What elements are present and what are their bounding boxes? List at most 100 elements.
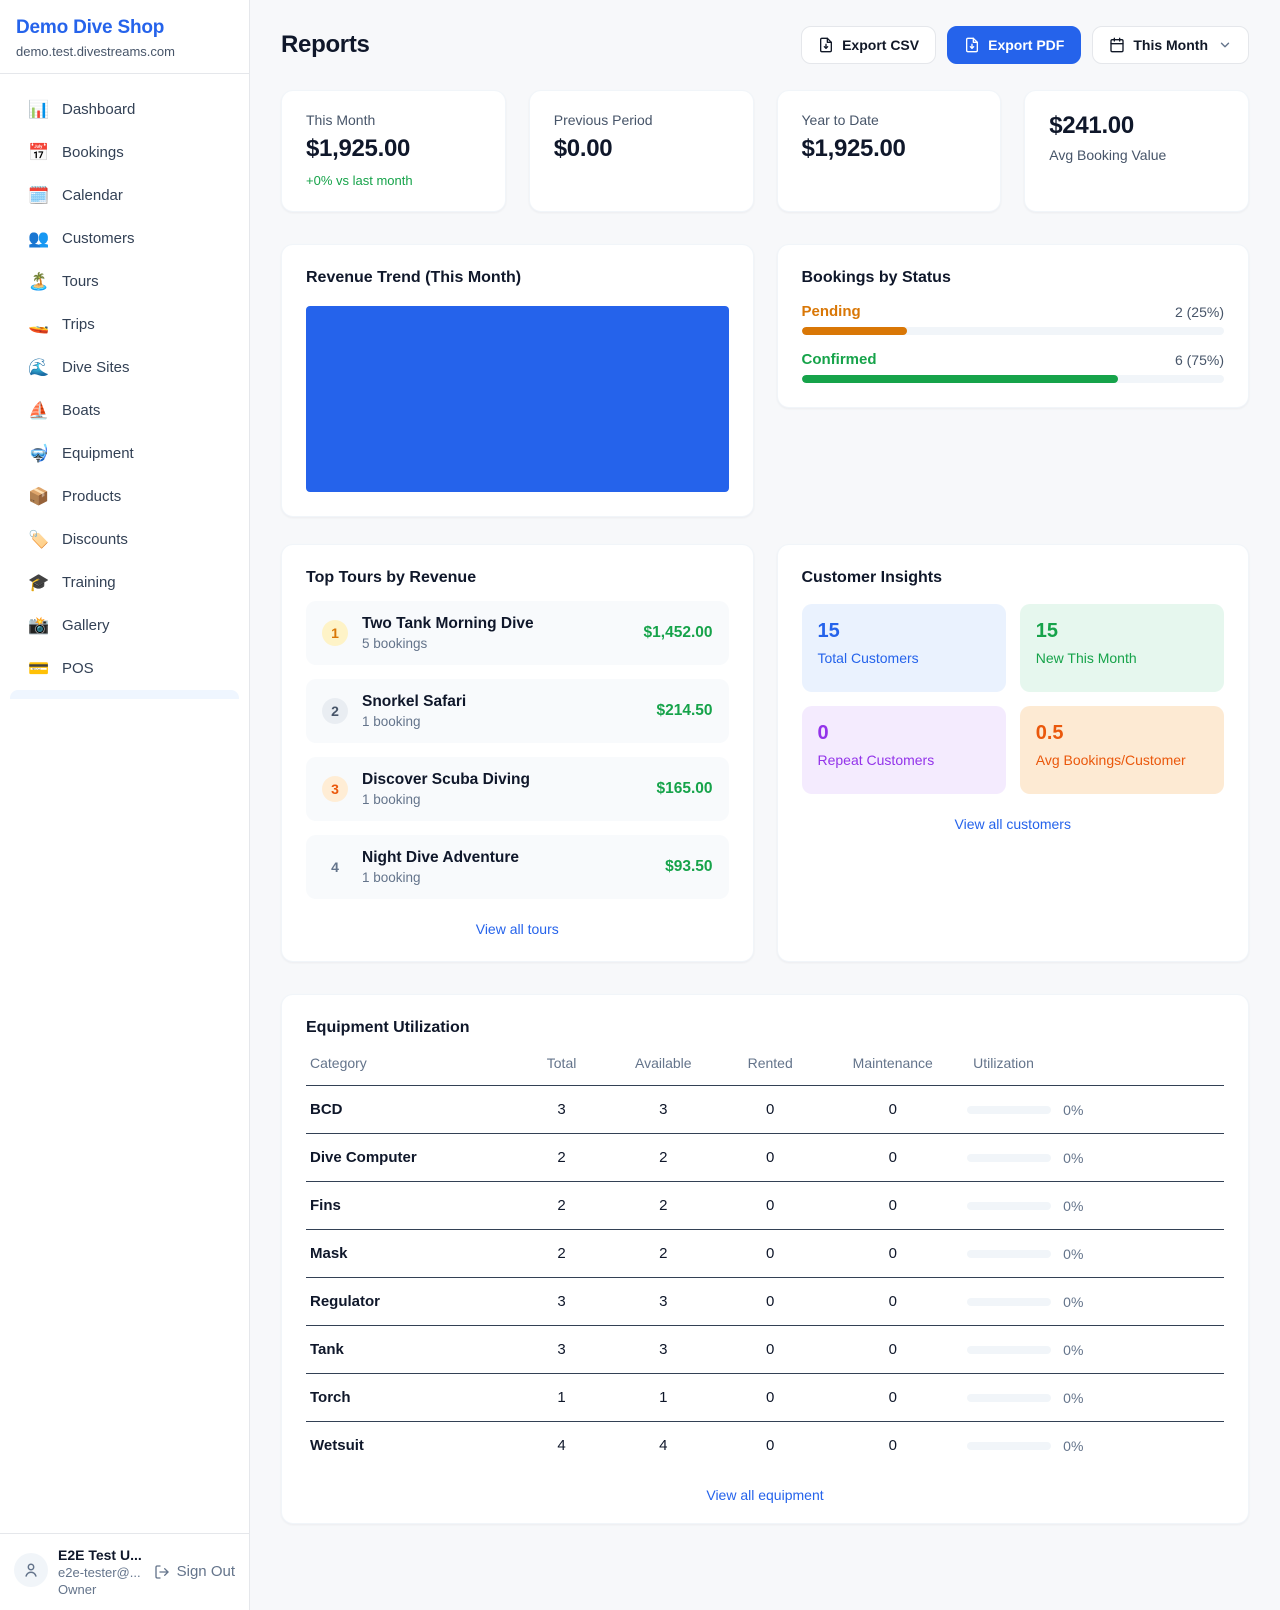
status-row-pending: Pending 2 (25%) — [801, 303, 1224, 335]
utilization-bar-track — [967, 1441, 1052, 1450]
sidebar-item-discounts[interactable]: 🏷️ Discounts — [8, 518, 241, 561]
page-header: Reports Export CSV Export PDF This Month — [281, 26, 1249, 64]
stat-change-note: +0% vs last month — [306, 173, 413, 188]
sidebar-item-label: Bookings — [62, 144, 124, 161]
stat-value: $0.00 — [553, 135, 613, 162]
utilization-text: 0% — [1063, 1197, 1084, 1214]
tour-list-item[interactable]: 2 Snorkel Safari 1 booking $214.50 — [306, 679, 729, 743]
table-row: Regulator 3 3 0 0 0% — [306, 1277, 1224, 1326]
equipment-table: Category Total Available Rented Maintena… — [306, 1043, 1224, 1469]
cell-rented: 0 — [718, 1325, 823, 1374]
sidebar-item-trips[interactable]: 🚤 Trips — [8, 303, 241, 346]
insight-tile-total-customers: 15 Total Customers — [801, 604, 1006, 692]
sidebar-item-label: Tours — [62, 273, 99, 290]
col-header-rented: Rented — [718, 1043, 823, 1086]
cell-rented: 0 — [766, 1437, 775, 1454]
utilization-text: 0% — [1063, 1293, 1084, 1310]
cell-total: 2 — [514, 1181, 609, 1230]
sidebar-item-label: Discounts — [62, 531, 128, 548]
table-row: Torch 1 1 0 0 0% — [306, 1373, 1224, 1422]
export-pdf-button[interactable]: Export PDF — [947, 26, 1082, 64]
cell-maintenance: 0 — [822, 1373, 964, 1422]
utilization-text: 0% — [1063, 1101, 1084, 1118]
insight-tile-avg-bookings: 0.5 Avg Bookings/Customer — [1019, 706, 1224, 794]
cell-rented: 0 — [718, 1133, 823, 1182]
insight-value: 15 — [1035, 620, 1058, 642]
sidebar-item-products[interactable]: 📦 Products — [8, 475, 241, 518]
insight-value: 0.5 — [1035, 722, 1064, 744]
rank-badge: 4 — [331, 859, 339, 875]
col-header-category: Category — [306, 1043, 515, 1086]
tour-revenue: $93.50 — [665, 858, 713, 875]
view-all-equipment-link[interactable]: View all equipment — [706, 1487, 824, 1503]
insight-value: 0 — [817, 722, 829, 744]
sidebar-item-label: Trips — [62, 316, 95, 333]
table-row: Tank 3 3 0 0 0% — [306, 1325, 1224, 1374]
utilization-bar-track — [967, 1393, 1052, 1402]
stat-card-this-month: This Month $1,925.00 +0% vs last month — [281, 90, 506, 212]
insight-value: 15 — [817, 620, 840, 642]
cell-category: BCD — [306, 1085, 515, 1134]
sidebar-item-dashboard[interactable]: 📊 Dashboard — [8, 88, 241, 131]
package-icon: 📦 — [28, 486, 50, 506]
tour-name: Snorkel Safari — [362, 693, 467, 710]
view-all-tours-link[interactable]: View all tours — [475, 921, 559, 937]
cell-available: 3 — [608, 1277, 719, 1326]
sidebar-item-boats[interactable]: ⛵ Boats — [8, 389, 241, 432]
utilization-text: 0% — [1063, 1437, 1084, 1454]
sidebar-item-customers[interactable]: 👥 Customers — [8, 217, 241, 260]
cell-utilization: 0% — [963, 1325, 1224, 1374]
utilization-text: 0% — [1063, 1389, 1084, 1406]
sidebar-item-gallery[interactable]: 📸 Gallery — [8, 604, 241, 647]
sidebar-item-training[interactable]: 🎓 Training — [8, 561, 241, 604]
bookings-by-status-card: Bookings by Status Pending 2 (25%) Confi… — [776, 244, 1249, 408]
cell-available: 2 — [608, 1133, 719, 1182]
logout-icon — [154, 1564, 169, 1579]
utilization-bar-track — [967, 1105, 1052, 1114]
tour-list-item[interactable]: 4 Night Dive Adventure 1 booking $93.50 — [306, 835, 729, 899]
table-row: Fins 2 2 0 0 0% — [306, 1181, 1224, 1230]
speedboat-icon: 🚤 — [28, 314, 50, 334]
cell-maintenance: 0 — [822, 1181, 964, 1230]
calendar-date-icon: 📅 — [28, 142, 50, 162]
export-csv-button[interactable]: Export CSV — [801, 26, 937, 64]
cell-total: 2 — [514, 1133, 609, 1182]
period-select[interactable]: This Month — [1092, 26, 1249, 64]
cell-maintenance: 0 — [888, 1437, 897, 1454]
table-row: Dive Computer 2 2 0 0 0% — [306, 1133, 1224, 1182]
sidebar-item-tours[interactable]: 🏝️ Tours — [8, 260, 241, 303]
island-icon: 🏝️ — [28, 271, 50, 291]
revenue-trend-chart — [306, 306, 729, 492]
sidebar-item-bookings[interactable]: 📅 Bookings — [8, 131, 241, 174]
sidebar-nav: 📊 Dashboard 📅 Bookings 🗓️ Calendar 👥 Cus… — [0, 74, 249, 1533]
sidebar-item-dive-sites[interactable]: 🌊 Dive Sites — [8, 346, 241, 389]
view-all-customers-link[interactable]: View all customers — [954, 816, 1071, 832]
sidebar-item-reports-partial[interactable] — [10, 690, 239, 699]
cell-rented: 0 — [718, 1085, 823, 1134]
sidebar-item-calendar[interactable]: 🗓️ Calendar — [8, 174, 241, 217]
revenue-trend-card: Revenue Trend (This Month) — [281, 244, 754, 517]
sidebar-item-equipment[interactable]: 🤿 Equipment — [8, 432, 241, 475]
cell-total: 3 — [514, 1277, 609, 1326]
utilization-bar-track — [967, 1249, 1052, 1258]
sidebar-item-pos[interactable]: 💳 POS — [8, 647, 241, 690]
tour-list-item[interactable]: 1 Two Tank Morning Dive 5 bookings $1,45… — [306, 601, 729, 665]
stat-card-year-to-date: Year to Date $1,925.00 — [776, 90, 1002, 212]
status-bar-fill — [801, 375, 1119, 383]
sailboat-icon: ⛵ — [28, 400, 50, 420]
sign-out-button[interactable]: Sign Out — [154, 1563, 235, 1580]
chevron-down-icon — [1220, 42, 1230, 48]
camera-icon: 📸 — [28, 615, 50, 635]
table-row: Wetsuit 4 4 0 0 0% — [306, 1422, 1224, 1470]
cell-category: Dive Computer — [306, 1133, 515, 1182]
utilization-text: 0% — [1063, 1149, 1084, 1166]
tour-list-item[interactable]: 3 Discover Scuba Diving 1 booking $165.0… — [306, 757, 729, 821]
cell-utilization: 0% — [963, 1133, 1224, 1182]
tear-off-calendar-icon: 🗓️ — [28, 185, 50, 205]
cell-utilization: 0% — [963, 1277, 1224, 1326]
user-email: e2e-tester@... — [58, 1565, 141, 1580]
insight-tile-new-this-month: 15 New This Month — [1019, 604, 1224, 692]
cell-total: 4 — [557, 1437, 566, 1454]
cell-rented: 0 — [718, 1277, 823, 1326]
rank-badge: 2 — [322, 698, 348, 724]
